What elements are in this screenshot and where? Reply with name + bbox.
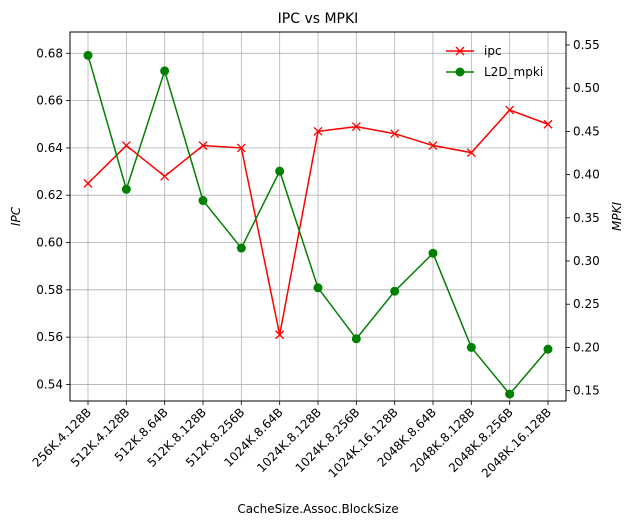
x-marker-stroke <box>198 141 208 150</box>
y-right-tick-label: 0.45 <box>573 124 600 138</box>
x-marker-stroke <box>275 330 285 340</box>
data-point-ipc <box>313 126 323 136</box>
data-point-ipc <box>121 141 131 150</box>
y-left-tick-label: 0.64 <box>36 141 63 155</box>
y-axis-right-title: MPKI <box>610 202 624 231</box>
y-left-tick-label: 0.60 <box>36 236 63 250</box>
y-left-tick-label: 0.62 <box>36 188 63 202</box>
y-right-tick-label: 0.40 <box>573 168 600 182</box>
y-right-tick-label: 0.20 <box>573 340 600 354</box>
x-marker-stroke <box>236 143 246 153</box>
x-marker-stroke <box>351 122 361 132</box>
data-point-L2D_mpki <box>236 243 246 253</box>
x-marker-stroke <box>466 148 476 158</box>
x-marker-stroke <box>428 141 438 150</box>
data-point-L2D_mpki <box>198 196 208 206</box>
data-point-ipc <box>160 171 170 181</box>
data-point-L2D_mpki <box>466 342 476 352</box>
y-left-tick-label: 0.54 <box>36 377 63 391</box>
x-axis-title: CacheSize.Assoc.BlockSize <box>237 502 398 516</box>
y-right-tick-label: 0.55 <box>573 38 600 52</box>
data-point-ipc <box>543 119 553 129</box>
data-point-ipc <box>428 141 438 150</box>
chart-title: IPC vs MPKI <box>278 11 359 27</box>
data-point-L2D_mpki <box>505 389 515 399</box>
x-marker-stroke <box>83 178 93 188</box>
y-right-tick-label: 0.50 <box>573 81 600 95</box>
data-point-L2D_mpki <box>83 50 93 60</box>
data-point-ipc <box>83 178 93 188</box>
x-marker-stroke <box>505 105 515 115</box>
data-point-ipc <box>505 105 515 115</box>
data-point-L2D_mpki <box>313 283 323 293</box>
data-point-ipc <box>236 143 246 153</box>
data-point-L2D_mpki <box>428 248 438 258</box>
x-marker-stroke <box>390 129 400 139</box>
y-left-tick-label: 0.68 <box>36 46 63 60</box>
data-point-L2D_mpki <box>275 166 285 176</box>
x-marker-stroke <box>121 141 131 150</box>
data-point-L2D_mpki <box>390 286 400 296</box>
x-tick-label: 1024K.16.128B <box>326 405 401 480</box>
y-left-tick-label: 0.56 <box>36 330 63 344</box>
axes: 256K.4.128B512K.4.128B512K.8.64B512K.8.1… <box>30 38 600 481</box>
y-right-tick-label: 0.35 <box>573 211 600 225</box>
legend-label-ipc: ipc <box>484 44 502 58</box>
grid <box>70 32 566 401</box>
x-marker-stroke <box>313 126 323 136</box>
legend-label-L2D_mpki: L2D_mpki <box>484 65 543 79</box>
y-right-tick-label: 0.15 <box>573 384 600 398</box>
legend: ipc L2D_mpki <box>446 44 543 79</box>
legend-marker-L2D_mpki <box>455 67 465 77</box>
data-point-L2D_mpki <box>121 184 131 194</box>
data-point-ipc <box>466 148 476 158</box>
data-point-ipc <box>390 129 400 139</box>
y-left-tick-label: 0.58 <box>36 283 63 297</box>
legend-marker-ipc <box>455 46 465 56</box>
data-point-ipc <box>275 330 285 340</box>
data-point-L2D_mpki <box>543 344 553 354</box>
y-axis-left-title: IPC <box>9 206 23 226</box>
y-right-tick-label: 0.25 <box>573 297 600 311</box>
y-right-tick-label: 0.30 <box>573 254 600 268</box>
y-left-tick-label: 0.66 <box>36 94 63 108</box>
data-point-L2D_mpki <box>160 66 170 76</box>
data-point-ipc <box>351 122 361 132</box>
x-tick-label: 2048K.16.128B <box>479 405 554 480</box>
x-marker-stroke <box>160 171 170 181</box>
data-point-L2D_mpki <box>351 334 361 344</box>
series-layer <box>83 50 553 399</box>
data-point-ipc <box>198 141 208 150</box>
x-marker-stroke <box>543 119 553 129</box>
